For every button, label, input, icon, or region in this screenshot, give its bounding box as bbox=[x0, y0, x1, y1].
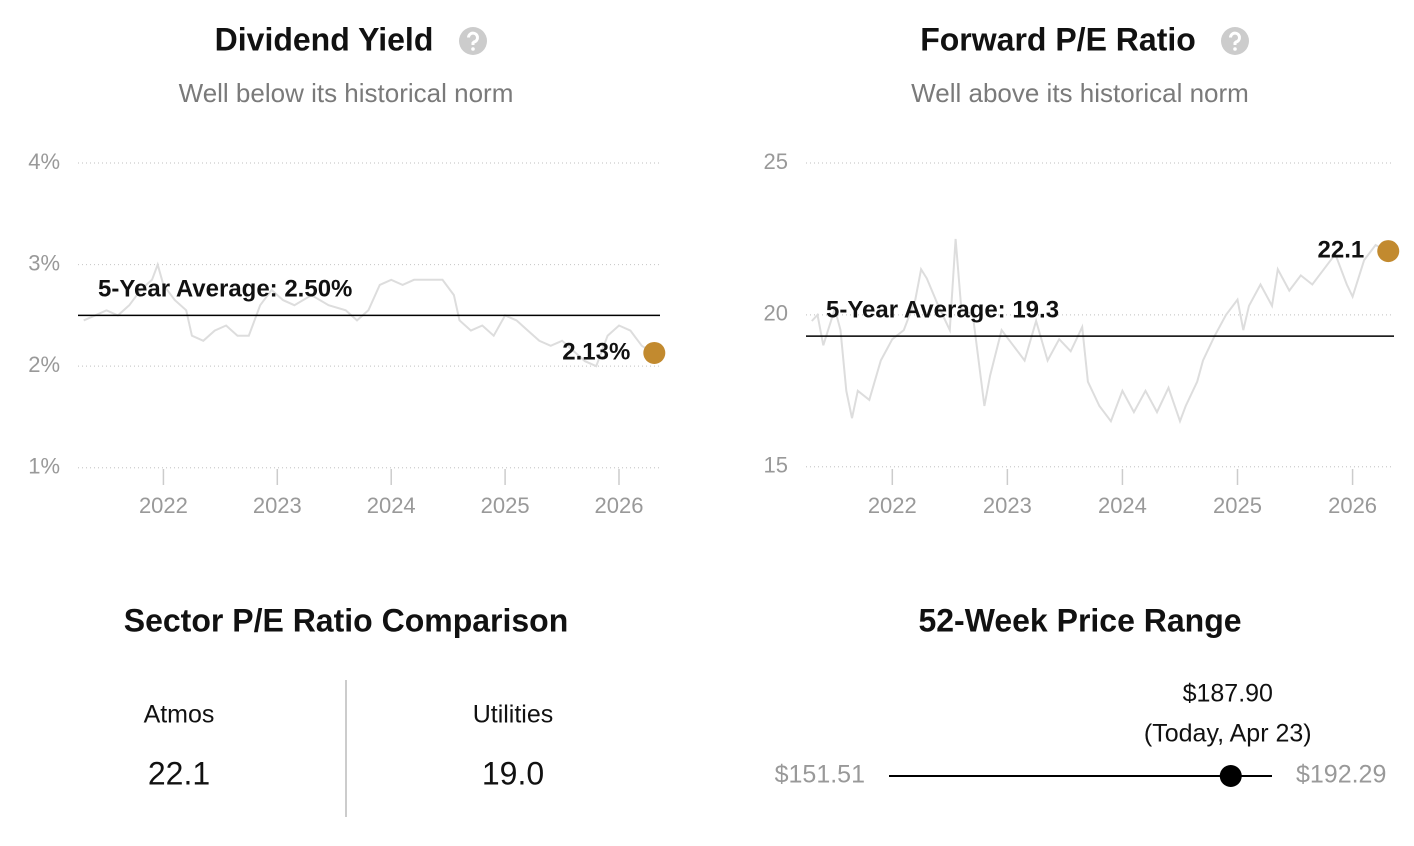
help-icon[interactable] bbox=[459, 27, 487, 55]
x-tick-label: 2022 bbox=[868, 493, 917, 518]
sector-label: Atmos bbox=[144, 701, 215, 729]
section-title: 52-Week Price Range bbox=[918, 602, 1241, 638]
x-tick-label: 2023 bbox=[253, 493, 302, 518]
x-tick-label: 2025 bbox=[1213, 493, 1262, 518]
chart-title: Forward P/E Ratio bbox=[920, 21, 1196, 57]
chart-subtitle: Well above its historical norm bbox=[911, 78, 1249, 108]
current-label: 22.1 bbox=[1318, 236, 1365, 263]
x-tick-label: 2025 bbox=[481, 493, 530, 518]
sector-label: Utilities bbox=[473, 701, 554, 729]
chart-title: Dividend Yield bbox=[215, 21, 434, 57]
sector-value: 19.0 bbox=[482, 755, 544, 791]
current-dot bbox=[643, 341, 666, 364]
current-dot bbox=[1377, 240, 1400, 263]
x-tick-label: 2024 bbox=[1098, 493, 1147, 518]
current-price-dot bbox=[1219, 765, 1242, 787]
data-line bbox=[811, 238, 1388, 425]
x-tick-label: 2026 bbox=[1328, 493, 1377, 518]
x-tick-label: 2026 bbox=[595, 493, 644, 518]
average-label: 5-Year Average: 2.50% bbox=[98, 276, 352, 303]
help-icon[interactable] bbox=[1221, 27, 1249, 55]
y-tick-label: 20 bbox=[764, 301, 788, 326]
chart-subtitle: Well below its historical norm bbox=[179, 78, 514, 108]
x-tick-label: 2024 bbox=[367, 493, 416, 518]
y-tick-label: 4% bbox=[28, 149, 60, 174]
y-tick-label: 2% bbox=[28, 352, 60, 377]
y-tick-label: 3% bbox=[28, 250, 60, 275]
x-tick-label: 2023 bbox=[983, 493, 1032, 518]
current-label: 2.13% bbox=[562, 338, 630, 365]
sector-value: 22.1 bbox=[148, 755, 210, 791]
current-note: (Today, Apr 23) bbox=[1144, 720, 1312, 748]
current-price: $187.90 bbox=[1183, 680, 1273, 708]
range-low: $151.51 bbox=[775, 761, 865, 789]
section-title: Sector P/E Ratio Comparison bbox=[124, 602, 569, 638]
average-label: 5-Year Average: 19.3 bbox=[826, 296, 1059, 323]
y-tick-label: 1% bbox=[28, 454, 60, 479]
y-tick-label: 25 bbox=[764, 149, 788, 174]
x-tick-label: 2022 bbox=[139, 493, 188, 518]
range-high: $192.29 bbox=[1296, 761, 1386, 789]
data-line bbox=[83, 261, 654, 368]
y-tick-label: 15 bbox=[764, 453, 788, 478]
